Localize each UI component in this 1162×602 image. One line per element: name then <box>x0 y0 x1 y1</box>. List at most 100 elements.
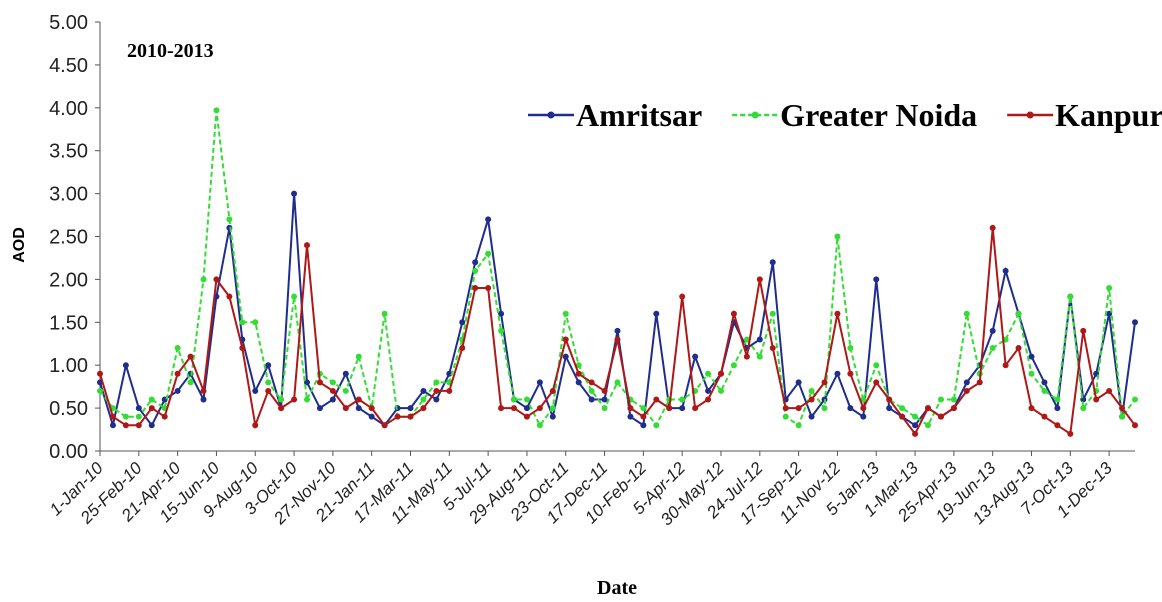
data-point <box>1067 293 1074 300</box>
data-point <box>174 345 181 352</box>
data-point <box>226 216 233 223</box>
data-point <box>329 387 336 394</box>
data-point <box>329 379 336 386</box>
data-point <box>588 379 595 386</box>
data-point <box>213 107 220 114</box>
data-point <box>886 396 893 403</box>
data-point <box>1028 353 1035 360</box>
data-point <box>265 387 272 394</box>
data-point <box>291 396 298 403</box>
data-point <box>925 405 931 412</box>
data-point <box>1119 413 1126 420</box>
data-point <box>769 259 776 266</box>
data-point <box>937 396 944 403</box>
data-point <box>730 310 737 317</box>
data-point <box>226 293 233 300</box>
data-point <box>769 310 776 317</box>
data-point <box>472 284 479 291</box>
data-point <box>498 327 505 334</box>
data-point <box>756 336 763 343</box>
legend-label: Greater Noida <box>780 97 977 133</box>
data-point <box>174 370 181 377</box>
data-point <box>614 336 621 343</box>
data-point <box>549 405 556 412</box>
legend-marker <box>751 111 759 119</box>
data-point <box>847 345 854 352</box>
data-point <box>536 422 543 429</box>
data-point <box>135 405 142 412</box>
data-point <box>122 422 129 429</box>
data-point <box>679 293 686 300</box>
data-point <box>536 405 543 412</box>
data-point <box>252 319 259 326</box>
data-point <box>381 422 388 429</box>
data-point <box>925 422 931 429</box>
data-point <box>368 405 375 412</box>
data-point <box>355 405 362 412</box>
data-point <box>355 353 362 360</box>
data-point <box>627 413 634 420</box>
data-point <box>1041 379 1048 386</box>
data-point <box>472 259 479 266</box>
data-point <box>407 413 414 420</box>
data-point <box>588 387 595 394</box>
y-tick-label: 2.50 <box>49 227 88 249</box>
data-point <box>912 413 919 420</box>
data-point <box>1080 405 1087 412</box>
data-point <box>950 405 957 412</box>
y-tick-label: 0.00 <box>49 441 88 463</box>
data-point <box>342 387 349 394</box>
data-point <box>1119 405 1126 412</box>
data-point <box>730 362 737 369</box>
data-point <box>562 310 569 317</box>
data-point <box>498 405 505 412</box>
data-point <box>808 396 815 403</box>
data-point <box>549 413 556 420</box>
data-point <box>291 293 298 300</box>
data-point <box>433 396 440 403</box>
data-point <box>265 379 272 386</box>
data-point <box>304 242 310 249</box>
data-point <box>433 387 440 394</box>
data-point <box>640 405 647 412</box>
data-point <box>743 336 750 343</box>
data-point <box>562 336 569 343</box>
data-point <box>407 405 414 412</box>
data-point <box>950 396 957 403</box>
y-axis-label: AOD <box>11 227 28 263</box>
data-point <box>252 422 259 429</box>
data-point <box>549 387 556 394</box>
data-point <box>187 353 194 360</box>
data-point <box>511 405 517 412</box>
data-point <box>239 319 246 326</box>
data-point <box>174 387 181 394</box>
data-point <box>795 379 802 386</box>
data-point <box>368 413 375 420</box>
data-point <box>446 387 453 394</box>
data-point <box>252 387 259 394</box>
y-tick-label: 1.50 <box>49 312 88 334</box>
data-point <box>420 387 427 394</box>
data-point <box>1002 267 1009 274</box>
data-point <box>420 396 427 403</box>
y-tick-label: 3.00 <box>49 184 88 206</box>
data-point <box>808 413 815 420</box>
data-point <box>692 405 699 412</box>
data-point <box>135 413 142 420</box>
data-point <box>847 370 854 377</box>
data-point <box>1093 396 1100 403</box>
y-tick-label: 3.50 <box>49 141 88 163</box>
data-point <box>472 267 479 274</box>
data-point <box>860 413 867 420</box>
data-point <box>278 405 285 412</box>
data-point <box>122 362 129 369</box>
data-point <box>756 276 763 283</box>
data-point <box>109 422 116 429</box>
data-point <box>523 405 530 412</box>
data-point <box>963 379 970 386</box>
data-point <box>109 413 116 420</box>
data-point <box>847 405 854 412</box>
data-point <box>601 396 608 403</box>
legend-label: Amritsar <box>576 97 702 133</box>
data-point <box>756 353 763 360</box>
